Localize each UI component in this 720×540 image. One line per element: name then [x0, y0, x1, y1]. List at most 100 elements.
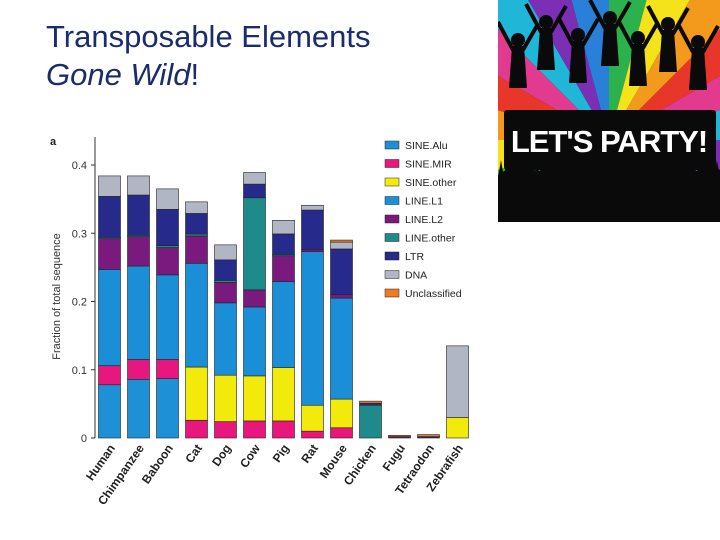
legend-swatch	[384, 233, 400, 242]
bar-segment	[272, 367, 295, 422]
legend-swatch	[384, 177, 400, 187]
y-tick-label: 0.4	[72, 160, 87, 172]
bar-segment	[330, 398, 353, 429]
bar-segment	[243, 183, 266, 199]
y-axis-label: Fraction of total sequence	[51, 233, 63, 360]
bar-segment	[127, 194, 150, 236]
legend-label: SINE.Alu	[405, 140, 448, 152]
legend-label: LINE.L1	[405, 196, 443, 208]
bar-segment	[301, 209, 324, 250]
x-tick-label: Cat	[182, 442, 205, 466]
legend-swatch	[384, 270, 400, 279]
slide-title: Transposable Elements Gone Wild!	[46, 18, 371, 94]
bar-segment	[185, 201, 208, 214]
panel-label: a	[50, 136, 57, 148]
grass-blade	[498, 160, 504, 178]
bar-segment	[156, 378, 179, 439]
bar-segment	[185, 366, 208, 421]
bar-segment	[214, 244, 237, 261]
bar-segment	[330, 241, 353, 250]
legend-swatch	[384, 214, 400, 224]
bar-segment	[243, 375, 266, 422]
bar-segment	[330, 427, 353, 439]
legend-swatch	[384, 196, 400, 205]
bar-segment	[98, 384, 121, 439]
bar-segment	[243, 289, 266, 308]
slide-title-end: !	[190, 57, 200, 92]
x-tick-label: Dog	[209, 442, 234, 469]
party-image: LET'S PARTY!	[498, 0, 720, 222]
dancer-silhouette	[676, 23, 720, 90]
y-tick-label: 0.1	[72, 365, 87, 377]
grass-blade	[714, 160, 720, 178]
bar-segment	[272, 219, 295, 235]
bar-segment	[330, 297, 353, 400]
bar-segment	[214, 282, 237, 304]
bar-segment	[127, 379, 150, 439]
bar-segment	[388, 434, 411, 437]
bar-segment	[185, 262, 208, 368]
bar-segment	[272, 233, 295, 255]
bar-segment	[185, 233, 208, 237]
legend-swatch	[384, 159, 400, 168]
bar-segment	[330, 294, 353, 299]
bar-segment	[156, 359, 179, 379]
bar-segment	[301, 204, 324, 211]
bar-segment	[214, 259, 237, 281]
legend-label: SINE.other	[405, 177, 457, 189]
rainbow-ray	[609, 0, 690, 140]
bar-segment	[98, 196, 121, 238]
bar-segment	[98, 238, 121, 270]
bar-segment	[417, 434, 440, 437]
y-tick-label: 0.3	[72, 228, 87, 240]
banner-text: LET'S PARTY!	[511, 124, 707, 159]
banner-background	[504, 110, 716, 170]
legend-swatch	[384, 288, 400, 298]
bar-segment	[185, 419, 208, 439]
bar-segment	[272, 420, 295, 439]
bar-segment	[214, 421, 237, 439]
dancer-silhouette	[498, 21, 540, 88]
bar-segment	[446, 345, 469, 418]
dancer-silhouette	[588, 0, 632, 66]
bar-segment	[301, 430, 324, 439]
bar-segment	[127, 265, 150, 360]
bar-segment	[243, 197, 266, 291]
bar-segment	[301, 404, 324, 432]
bar-segment	[98, 365, 121, 386]
bar-segment	[127, 175, 150, 196]
bar-segment	[156, 188, 179, 210]
x-tick-label: Pig	[270, 442, 292, 465]
bar-segment	[243, 306, 266, 377]
legend-label: DNA	[405, 270, 427, 282]
legend-label: SINE.MIR	[405, 159, 452, 171]
legend-label: LINE.L2	[405, 214, 443, 226]
bar-segment	[272, 281, 295, 369]
bar-segment	[301, 249, 324, 252]
bar-segment	[214, 374, 237, 422]
party-image-graphic: LET'S PARTY!	[498, 0, 720, 222]
bar-segment	[156, 247, 179, 276]
bar-segment	[156, 245, 179, 248]
x-tick-label: Fugu	[380, 442, 408, 474]
y-tick-label: 0.2	[72, 297, 87, 309]
bar-segment	[359, 402, 382, 406]
bar-segment	[359, 404, 382, 439]
legend-label: LINE.other	[405, 233, 456, 245]
dancer-silhouette	[556, 16, 600, 83]
bar-segment	[330, 239, 353, 243]
x-tick-label: Cow	[237, 441, 263, 470]
bar-segment	[185, 235, 208, 264]
bar-segment	[127, 236, 150, 267]
bar-segment	[98, 269, 121, 366]
bar-segment	[272, 255, 295, 283]
legend-swatch	[384, 140, 400, 150]
x-tick-label: Rat	[298, 442, 321, 466]
bar-segment	[243, 420, 266, 439]
bar-segment	[214, 302, 237, 376]
bar-segment	[185, 213, 208, 235]
slide-title-line2: Gone Wild!	[46, 56, 371, 94]
slide-title-line1: Transposable Elements	[46, 19, 371, 54]
bar-segment	[359, 400, 382, 404]
stacked-bar-chart: a 0 0.1 0.2 0.3 0.4 Fraction of total sequence…	[50, 136, 469, 508]
